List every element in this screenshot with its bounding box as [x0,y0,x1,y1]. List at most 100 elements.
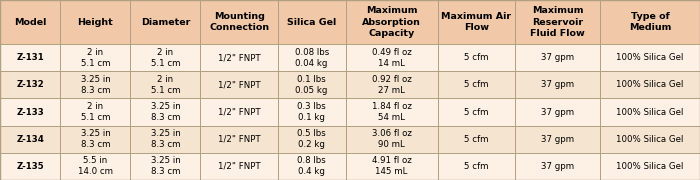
Text: Silica Gel: Silica Gel [287,17,336,26]
Bar [438,0,515,44]
Text: 5.5 in
14.0 cm: 5.5 in 14.0 cm [78,156,113,176]
Text: 3.06 fl oz
90 mL: 3.06 fl oz 90 mL [372,129,412,149]
Text: 4.91 fl oz
145 mL: 4.91 fl oz 145 mL [372,156,412,176]
Text: Maximum
Absorption
Capacity: Maximum Absorption Capacity [362,6,421,38]
Text: 1.84 fl oz
54 mL: 1.84 fl oz 54 mL [372,102,412,122]
Bar [278,71,346,98]
Text: 1/2" FNPT: 1/2" FNPT [218,53,260,62]
Text: Z-132: Z-132 [16,80,44,89]
Text: 5 cfm: 5 cfm [464,162,489,171]
Bar [600,98,700,126]
Bar [515,126,600,153]
Bar [200,71,278,98]
Text: Maximum
Reservoir
Fluid Flow: Maximum Reservoir Fluid Flow [530,6,584,38]
Text: 3.25 in
8.3 cm: 3.25 in 8.3 cm [150,156,181,176]
Text: 37 gpm: 37 gpm [541,135,574,144]
Text: Type of
Medium: Type of Medium [629,12,671,32]
Text: 2 in
5.1 cm: 2 in 5.1 cm [150,48,180,68]
Text: Diameter: Diameter [141,17,190,26]
Text: Z-133: Z-133 [16,107,44,117]
Bar [278,44,346,71]
Text: 3.25 in
8.3 cm: 3.25 in 8.3 cm [150,102,181,122]
Bar [60,126,130,153]
Bar [130,71,200,98]
Bar [278,98,346,126]
Bar [600,44,700,71]
Bar [600,153,700,180]
Bar [200,44,278,71]
Text: Mounting
Connection: Mounting Connection [209,12,270,32]
Bar [278,0,346,44]
Bar [130,153,200,180]
Bar [0,153,60,180]
Text: 37 gpm: 37 gpm [541,53,574,62]
Text: Z-131: Z-131 [16,53,44,62]
Bar [200,153,278,180]
Bar [130,126,200,153]
Bar [60,98,130,126]
Text: 5 cfm: 5 cfm [464,135,489,144]
Text: 1/2" FNPT: 1/2" FNPT [218,135,260,144]
Text: 37 gpm: 37 gpm [541,80,574,89]
Bar [200,0,278,44]
Text: 0.08 lbs
0.04 kg: 0.08 lbs 0.04 kg [295,48,329,68]
Bar [438,153,515,180]
Bar [130,44,200,71]
Text: 37 gpm: 37 gpm [541,107,574,117]
Bar [130,98,200,126]
Text: Z-135: Z-135 [16,162,44,171]
Bar [515,44,600,71]
Text: 2 in
5.1 cm: 2 in 5.1 cm [80,48,110,68]
Text: 1/2" FNPT: 1/2" FNPT [218,162,260,171]
Text: Maximum Air
Flow: Maximum Air Flow [441,12,512,32]
Text: 2 in
5.1 cm: 2 in 5.1 cm [80,102,110,122]
Text: 100% Silica Gel: 100% Silica Gel [616,135,684,144]
Bar [600,71,700,98]
Text: 0.3 lbs
0.1 kg: 0.3 lbs 0.1 kg [298,102,326,122]
Text: 100% Silica Gel: 100% Silica Gel [616,107,684,117]
Text: 0.8 lbs
0.4 kg: 0.8 lbs 0.4 kg [298,156,326,176]
Bar [515,98,600,126]
Bar [0,98,60,126]
Bar [346,71,438,98]
Bar [515,153,600,180]
Bar [0,71,60,98]
Text: 100% Silica Gel: 100% Silica Gel [616,162,684,171]
Bar [200,126,278,153]
Text: Height: Height [78,17,113,26]
Text: 3.25 in
8.3 cm: 3.25 in 8.3 cm [80,75,111,95]
Text: 0.1 lbs
0.05 kg: 0.1 lbs 0.05 kg [295,75,328,95]
Bar [515,71,600,98]
Text: Model: Model [14,17,46,26]
Text: 0.92 fl oz
27 mL: 0.92 fl oz 27 mL [372,75,412,95]
Text: 1/2" FNPT: 1/2" FNPT [218,107,260,117]
Bar [438,44,515,71]
Text: 100% Silica Gel: 100% Silica Gel [616,80,684,89]
Bar [600,126,700,153]
Bar [0,44,60,71]
Text: 5 cfm: 5 cfm [464,80,489,89]
Bar [130,0,200,44]
Bar [60,0,130,44]
Bar [278,126,346,153]
Bar [60,71,130,98]
Bar [438,126,515,153]
Bar [515,0,600,44]
Bar [438,98,515,126]
Text: 1/2" FNPT: 1/2" FNPT [218,80,260,89]
Text: 5 cfm: 5 cfm [464,53,489,62]
Bar [600,0,700,44]
Bar [438,71,515,98]
Bar [346,44,438,71]
Bar [0,126,60,153]
Text: 2 in
5.1 cm: 2 in 5.1 cm [150,75,180,95]
Text: 37 gpm: 37 gpm [541,162,574,171]
Bar [278,153,346,180]
Text: 0.49 fl oz
14 mL: 0.49 fl oz 14 mL [372,48,412,68]
Text: 5 cfm: 5 cfm [464,107,489,117]
Bar [346,0,438,44]
Text: 0.5 lbs
0.2 kg: 0.5 lbs 0.2 kg [298,129,326,149]
Text: 3.25 in
8.3 cm: 3.25 in 8.3 cm [150,129,181,149]
Text: Z-134: Z-134 [16,135,44,144]
Bar [346,126,438,153]
